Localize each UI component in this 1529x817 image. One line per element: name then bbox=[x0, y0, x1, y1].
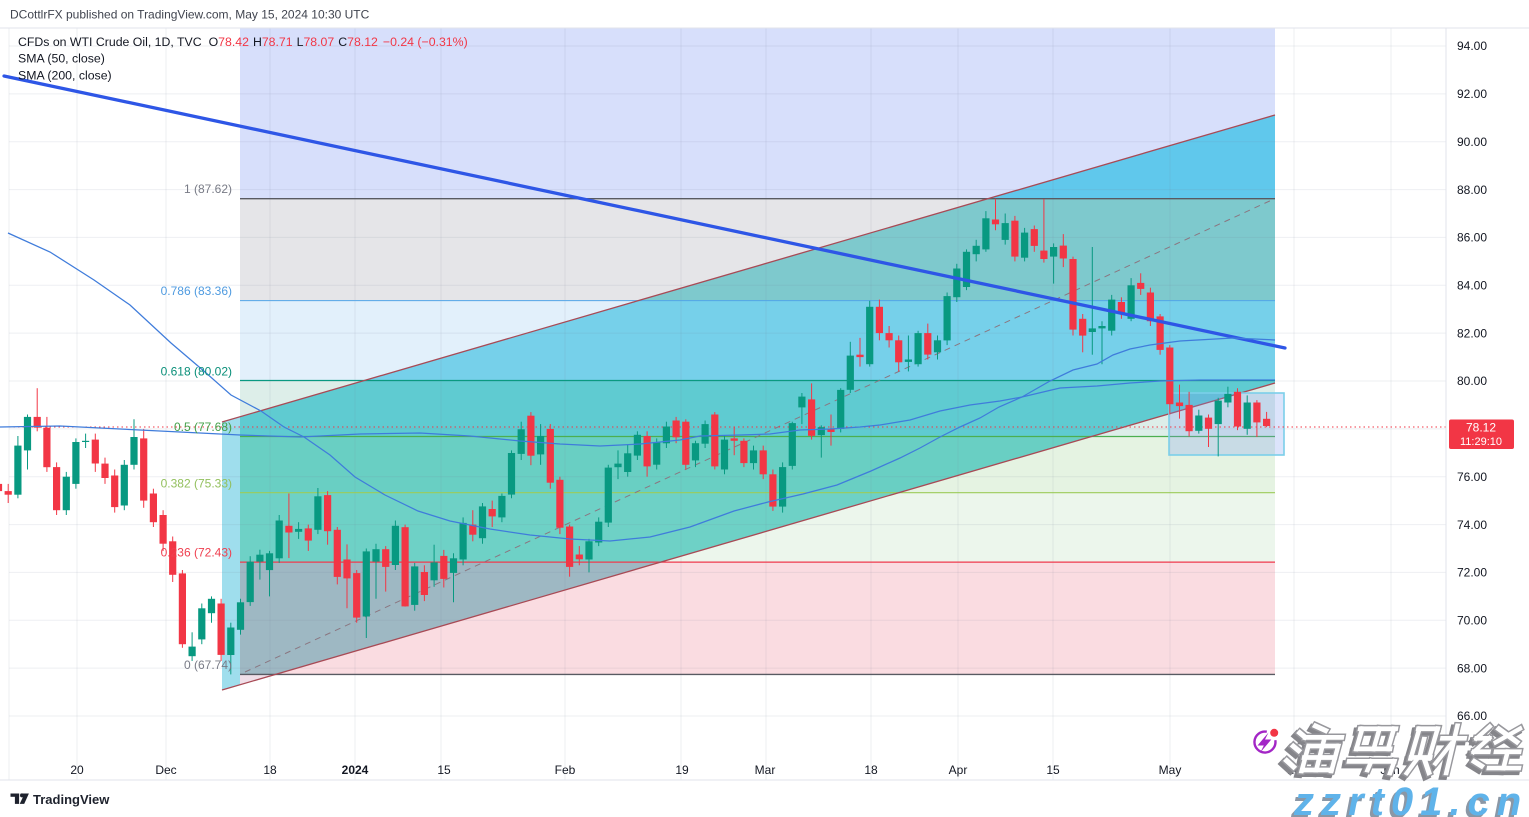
svg-text:Apr: Apr bbox=[949, 763, 968, 777]
svg-text:84.00: 84.00 bbox=[1457, 279, 1487, 293]
svg-text:0 (67.74): 0 (67.74) bbox=[184, 658, 232, 672]
svg-text:72.00: 72.00 bbox=[1457, 566, 1487, 580]
svg-text:0.786 (83.36): 0.786 (83.36) bbox=[161, 284, 232, 298]
svg-text:82.00: 82.00 bbox=[1457, 326, 1487, 340]
svg-text:TradingView: TradingView bbox=[33, 792, 110, 807]
svg-text:11:29:10: 11:29:10 bbox=[1460, 436, 1502, 448]
svg-text:SMA (50, close): SMA (50, close) bbox=[18, 52, 105, 66]
svg-text:88.00: 88.00 bbox=[1457, 183, 1487, 197]
svg-text:78.12: 78.12 bbox=[1466, 421, 1496, 435]
svg-text:15: 15 bbox=[1046, 763, 1060, 777]
svg-text:76.00: 76.00 bbox=[1457, 470, 1487, 484]
svg-text:94.00: 94.00 bbox=[1457, 39, 1487, 53]
svg-text:Mar: Mar bbox=[755, 763, 776, 777]
svg-text:70.00: 70.00 bbox=[1457, 614, 1487, 628]
svg-text:68.00: 68.00 bbox=[1457, 661, 1487, 675]
svg-text:CFDs on WTI Crude Oil, 1D, TVC: CFDs on WTI Crude Oil, 1D, TVC O78.42 H78.… bbox=[18, 35, 468, 49]
svg-text:0.382 (75.33): 0.382 (75.33) bbox=[161, 477, 232, 491]
svg-text:86.00: 86.00 bbox=[1457, 231, 1487, 245]
svg-text:92.00: 92.00 bbox=[1457, 87, 1487, 101]
svg-text:15: 15 bbox=[437, 763, 451, 777]
svg-text:0.5 (77.68): 0.5 (77.68) bbox=[174, 420, 232, 434]
svg-text:66.00: 66.00 bbox=[1457, 709, 1487, 723]
svg-text:90.00: 90.00 bbox=[1457, 135, 1487, 149]
svg-text:20: 20 bbox=[70, 763, 84, 777]
svg-text:0.236 (72.43): 0.236 (72.43) bbox=[161, 546, 232, 560]
svg-text:zzrt01.cn: zzrt01.cn bbox=[1290, 783, 1525, 817]
svg-text:2024: 2024 bbox=[342, 763, 369, 777]
svg-text:May: May bbox=[1159, 763, 1182, 777]
svg-text:18: 18 bbox=[263, 763, 277, 777]
svg-text:SMA (200, close): SMA (200, close) bbox=[18, 69, 112, 83]
svg-text:Dec: Dec bbox=[155, 763, 176, 777]
svg-text:DCottlrFX published on Trading: DCottlrFX published on TradingView.com, … bbox=[10, 8, 370, 22]
svg-text:18: 18 bbox=[864, 763, 878, 777]
svg-text:19: 19 bbox=[675, 763, 689, 777]
svg-text:74.00: 74.00 bbox=[1457, 518, 1487, 532]
svg-text:80.00: 80.00 bbox=[1457, 374, 1487, 388]
svg-text:1 (87.62): 1 (87.62) bbox=[184, 182, 232, 196]
svg-text:Feb: Feb bbox=[555, 763, 576, 777]
svg-text:0.618 (80.02): 0.618 (80.02) bbox=[161, 365, 232, 379]
svg-text:zzrt01.cn: zzrt01.cn bbox=[1293, 780, 1528, 817]
